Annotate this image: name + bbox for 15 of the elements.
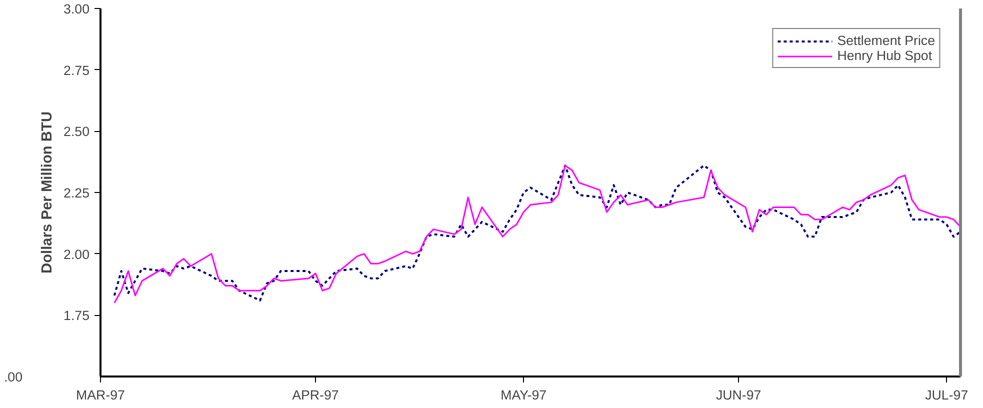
y-tick-label: 2.75: [64, 62, 90, 78]
x-tick-label: JUN-97: [716, 388, 762, 402]
text: .00: [4, 370, 23, 384]
y-tick-label: 3.00: [64, 2, 90, 16]
legend-label: Settlement Price: [837, 33, 935, 48]
x-tick-label: APR-97: [292, 388, 339, 402]
x-tick-label: MAY-97: [500, 388, 547, 402]
legend-label: Henry Hub Spot: [837, 48, 932, 63]
y-tick-label: 2.50: [64, 124, 90, 140]
y-axis-title: Dollars Per Million BTU: [40, 111, 56, 274]
y-tick-label: 1.75: [64, 308, 90, 324]
x-tick-label: MAR-97: [76, 388, 125, 402]
y-tick-label: 2.00: [64, 246, 90, 262]
x-tick-label: JUL-97: [925, 388, 968, 402]
y-tick-label: 2.25: [64, 186, 90, 200]
